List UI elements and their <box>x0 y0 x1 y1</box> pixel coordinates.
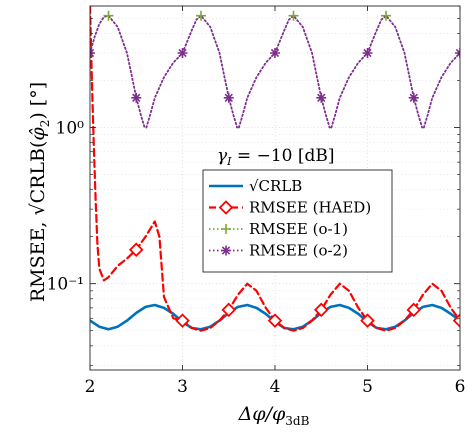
series-1-marker-3 <box>267 313 283 328</box>
legend-label-1: RMSEE (HAED) <box>249 199 371 217</box>
legend-marker-3 <box>221 245 231 256</box>
series-1-marker-2 <box>221 302 237 318</box>
series-1-marker-5 <box>360 313 375 328</box>
series-3-line-segment-2 <box>237 14 331 129</box>
series-1-marker-4 <box>313 302 329 318</box>
x-tick-labels: 2 3 4 5 6 <box>85 377 466 397</box>
series-3-line-segment-0 <box>90 14 146 129</box>
y-tick-label-1: 10⁰ <box>56 119 85 139</box>
series-2-marker-0 <box>103 10 114 21</box>
series-1-marker-1 <box>175 313 190 328</box>
series-3-marker-3 <box>223 92 234 103</box>
series-1-marker-0 <box>128 242 144 257</box>
svg-text:RMSEE, √CRLB(φ̂2) [°]: RMSEE, √CRLB(φ̂2) [°] <box>27 82 52 302</box>
x-axis-label: Δφ/φ3dB <box>238 403 310 428</box>
x-tick-label-2: 4 <box>270 377 281 397</box>
legend: √CRLB RMSEE (HAED) RMSEE (o-1) RMSEE (o-2) <box>202 169 393 273</box>
sqrt-argument: CRLB( <box>27 141 49 204</box>
series-2-marker-3 <box>381 10 391 21</box>
legend-entries: √CRLB RMSEE (HAED) RMSEE (o-1) RMSEE (o-2) <box>209 177 371 260</box>
y-tick-label-0: 10⁻¹ <box>47 275 84 295</box>
x-tick-label-3: 5 <box>362 377 373 397</box>
tick-marks <box>89 5 461 370</box>
legend-label-3: RMSEE (o-2) <box>249 242 348 260</box>
legend-marker-2 <box>221 224 231 234</box>
series-1-marker-6 <box>406 302 422 318</box>
series-3-line-segment-3 <box>330 14 424 129</box>
marker-layer <box>90 10 460 328</box>
legend-label-0: √CRLB <box>249 177 302 195</box>
series-1-marker-7 <box>452 313 460 328</box>
legend-marker-1 <box>218 200 234 215</box>
series-3-line-segment-4 <box>422 52 460 129</box>
legend-label-2: RMSEE (o-1) <box>249 220 348 238</box>
series-1-line <box>90 6 460 332</box>
series-3-marker-5 <box>316 92 327 103</box>
x-tick-label-4: 6 <box>455 377 466 397</box>
series-3-marker-6 <box>362 48 373 59</box>
series-3-marker-4 <box>270 48 280 59</box>
gamma-annotation: γI = −10 [dB] <box>217 146 335 168</box>
series-3-marker-2 <box>177 48 188 59</box>
x-tick-label-0: 2 <box>85 377 96 397</box>
series-2-marker-2 <box>288 10 299 21</box>
series-3-line-segment-1 <box>145 14 239 129</box>
y-tick-labels: 10⁻¹ 10⁰ <box>47 119 85 295</box>
y-axis-label: RMSEE, √CRLB(φ̂2) [°] <box>27 82 52 302</box>
series-2-marker-1 <box>196 10 206 21</box>
series-3-marker-7 <box>408 92 419 103</box>
series-3-marker-1 <box>131 92 142 103</box>
x-tick-label-1: 3 <box>177 377 188 397</box>
